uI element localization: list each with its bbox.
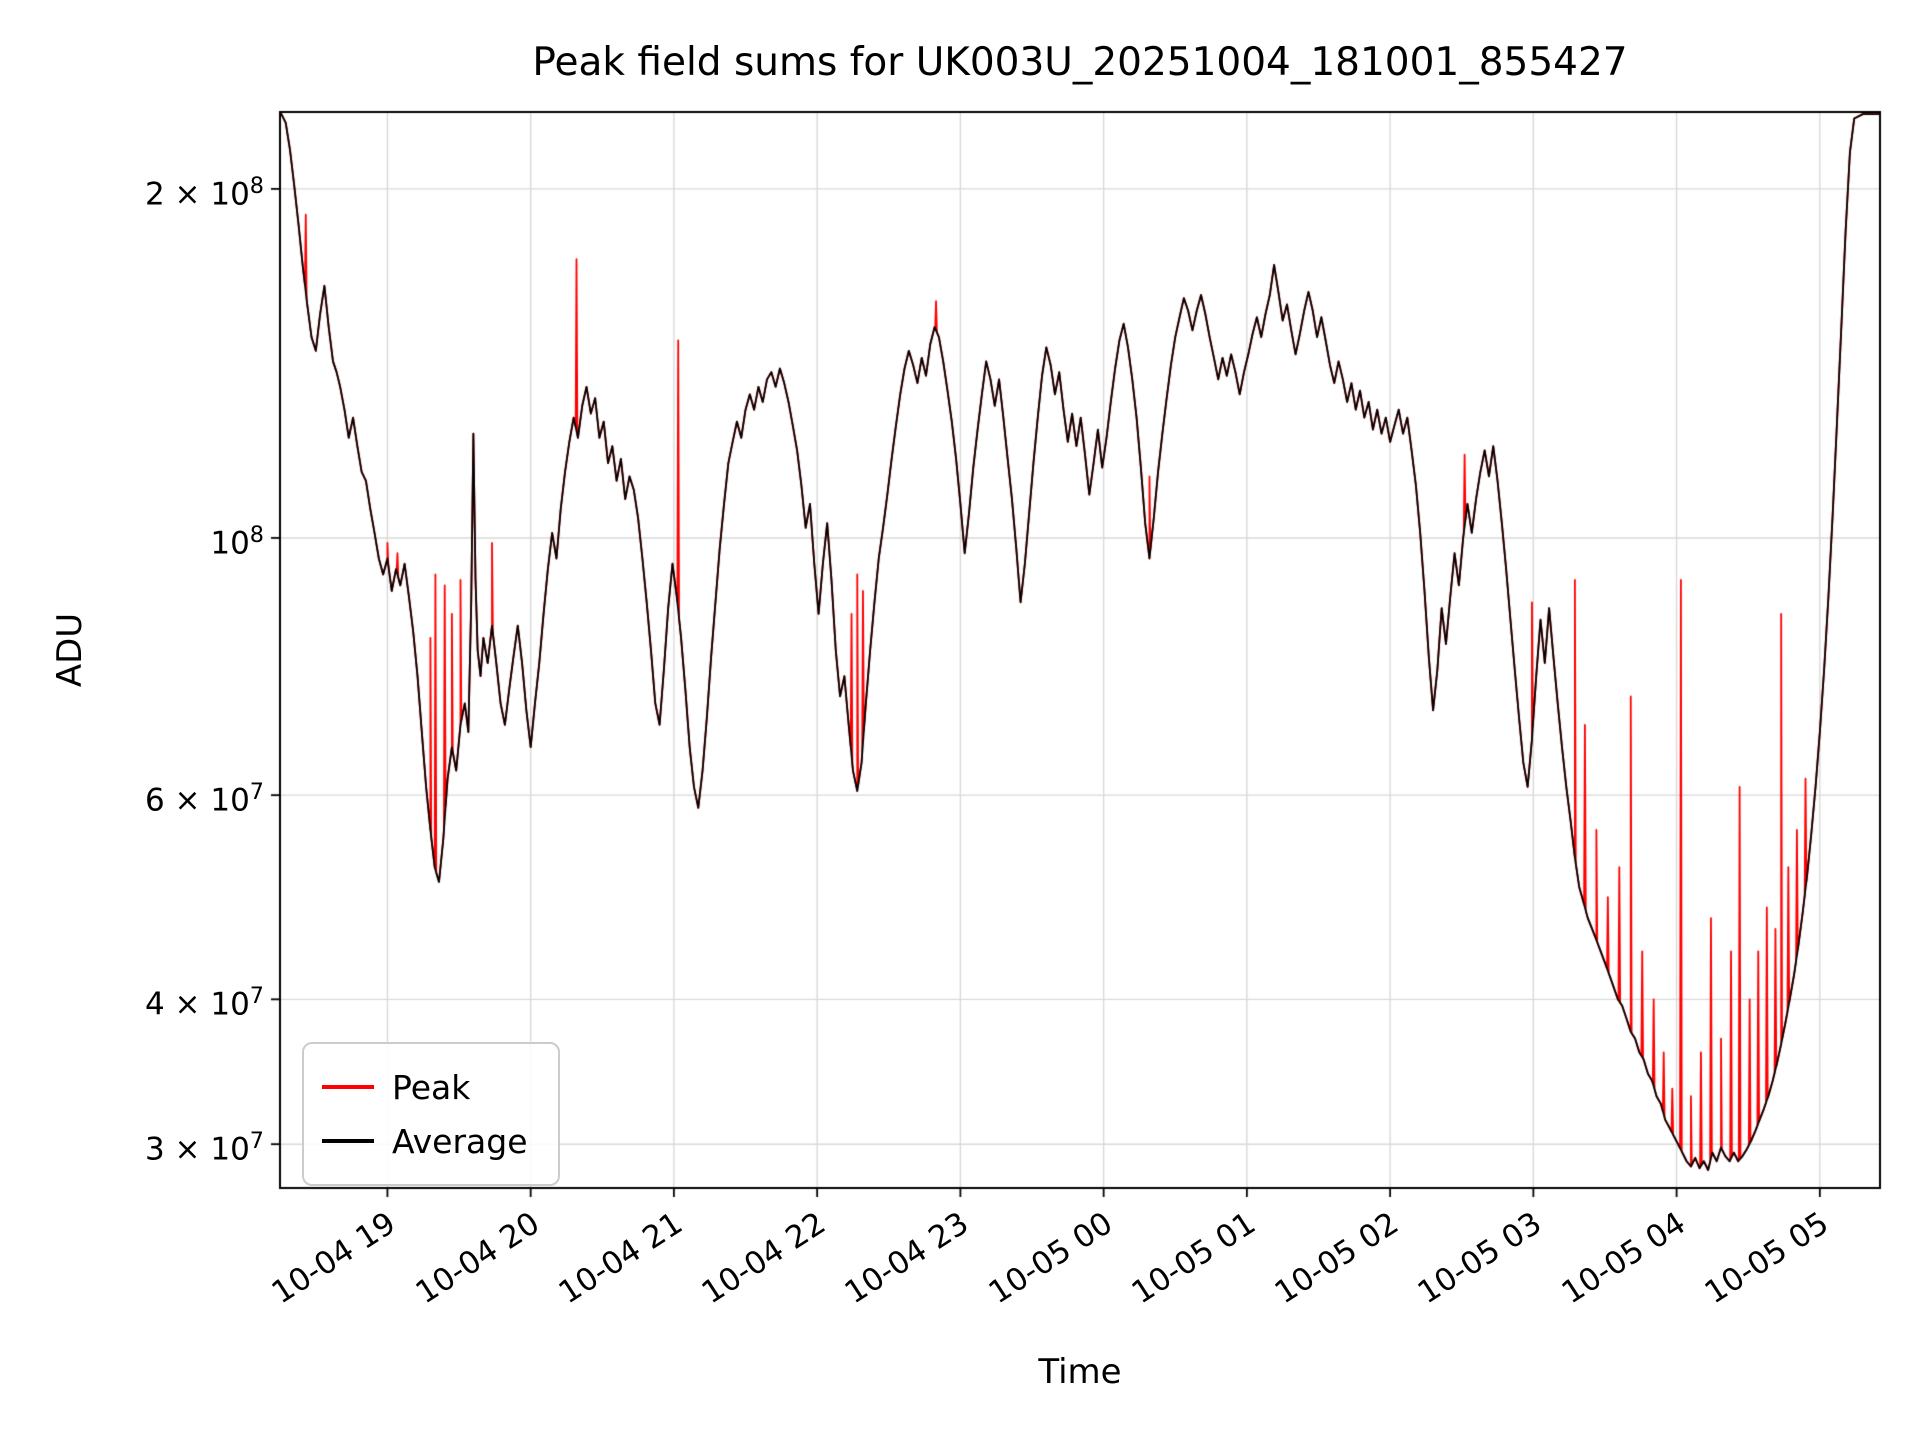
y-tick-label: 108 <box>210 521 264 562</box>
y-tick-label: 2 × 108 <box>144 172 264 213</box>
chart-title: Peak field sums for UK003U_20251004_1810… <box>532 40 1628 85</box>
legend: Peak Average <box>302 1042 560 1186</box>
peak-line-swatch <box>322 1085 374 1089</box>
plot-area <box>280 112 1880 1188</box>
y-tick-label: 6 × 107 <box>144 779 264 819</box>
legend-label-average: Average <box>392 1121 528 1161</box>
legend-item-average: Average <box>322 1114 528 1168</box>
y-axis-label: ADU <box>50 612 90 688</box>
y-tick-label: 4 × 107 <box>144 983 264 1023</box>
y-tick-label: 3 × 107 <box>144 1128 264 1168</box>
average-line-swatch <box>322 1139 374 1143</box>
x-axis-label: Time <box>1038 1352 1122 1392</box>
legend-label-peak: Peak <box>392 1067 471 1107</box>
legend-item-peak: Peak <box>322 1060 528 1114</box>
